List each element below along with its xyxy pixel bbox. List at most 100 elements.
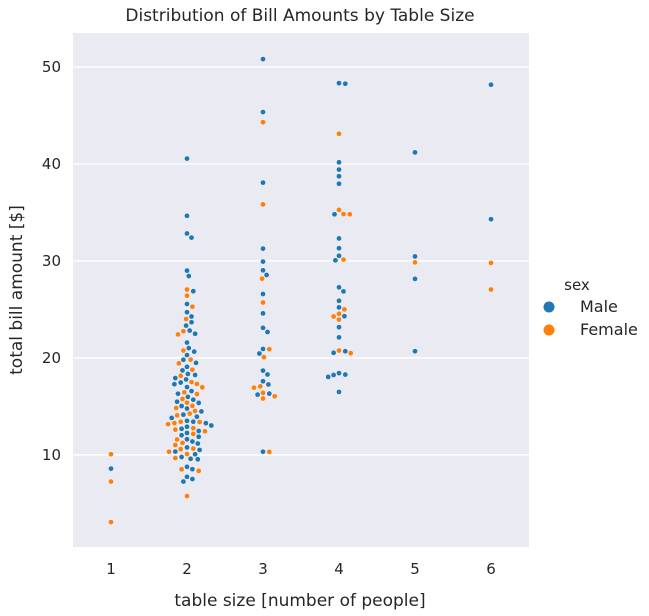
x-tick-labels: 1 2 3 4 5 6: [106, 560, 496, 578]
data-point-male: [174, 398, 180, 405]
data-point-female: [174, 436, 180, 443]
data-point-male: [184, 155, 190, 162]
data-point-male: [184, 444, 190, 451]
data-point-male: [194, 456, 201, 463]
data-point-male: [184, 352, 190, 358]
x-tick-label: 1: [106, 560, 116, 578]
data-point-male: [336, 173, 342, 180]
data-point-male: [260, 378, 266, 385]
data-point-female: [165, 421, 171, 428]
data-point-male: [340, 288, 347, 295]
data-point-female: [251, 384, 257, 391]
data-point-male: [412, 253, 418, 260]
grid-lines: [73, 66, 529, 456]
data-point-female: [266, 449, 273, 455]
data-point-female: [180, 328, 187, 335]
data-point-male: [184, 301, 190, 307]
data-point-male: [336, 80, 342, 86]
data-point-female: [488, 286, 494, 293]
data-point-female: [190, 425, 197, 431]
y-axis-label: total bill amount [$]: [7, 205, 27, 375]
data-point-male: [336, 235, 342, 242]
data-point-male: [412, 149, 418, 156]
data-point-male: [264, 329, 271, 335]
data-point-male: [184, 339, 190, 346]
data-point-female: [336, 207, 342, 213]
data-point-male: [260, 56, 266, 62]
legend: sex Male Female: [543, 276, 638, 339]
data-point-female: [260, 299, 266, 306]
data-point-female: [190, 431, 197, 437]
data-point-male: [108, 465, 114, 472]
data-point-male: [185, 394, 191, 400]
data-point-male: [186, 327, 193, 334]
data-point-female: [347, 350, 354, 356]
data-point-male: [185, 371, 191, 377]
data-point-male: [188, 313, 195, 320]
data-point-male: [188, 234, 195, 241]
data-point-male: [183, 322, 189, 329]
data-point-female: [260, 201, 266, 208]
data-point-female: [336, 316, 342, 323]
data-point-male: [260, 267, 266, 274]
data-point-female: [177, 373, 184, 379]
x-tick-label: 3: [258, 560, 268, 578]
data-point-male: [412, 348, 418, 355]
data-point-female: [340, 256, 347, 263]
data-point-female: [172, 455, 179, 461]
data-point-male: [178, 432, 185, 438]
data-point-male: [183, 376, 189, 383]
data-point-male: [198, 408, 205, 415]
data-point-female: [257, 383, 264, 390]
data-point-female: [194, 381, 200, 387]
data-point-male: [342, 371, 349, 378]
data-point-male: [195, 400, 202, 406]
chart-title: Distribution of Bill Amounts by Table Si…: [125, 6, 474, 26]
data-point-male: [172, 375, 179, 381]
data-point-female: [412, 259, 418, 266]
data-point-male: [336, 180, 342, 187]
data-point-male: [254, 391, 261, 398]
data-point-female: [340, 211, 347, 217]
data-point-female: [192, 408, 198, 414]
data-point-male: [336, 334, 342, 341]
data-point-female: [341, 306, 348, 313]
data-point-male: [184, 418, 190, 424]
data-point-male: [194, 440, 201, 447]
data-point-male: [336, 389, 342, 395]
data-point-male: [203, 420, 209, 426]
legend-label-female: Female: [580, 320, 638, 339]
data-point-male: [171, 381, 178, 387]
data-point-female: [194, 391, 200, 397]
data-point-male: [260, 109, 266, 115]
data-point-female: [181, 389, 188, 396]
data-point-male: [184, 436, 190, 443]
data-point-female: [179, 440, 186, 446]
data-point-female: [177, 446, 184, 452]
data-point-female: [173, 405, 179, 411]
x-axis-label: table size [number of people]: [174, 591, 425, 611]
data-point-female: [196, 419, 203, 425]
data-point-female: [180, 347, 187, 354]
data-point-female: [260, 389, 266, 396]
data-point-female: [177, 418, 184, 425]
data-point-female: [190, 445, 197, 452]
data-point-female: [260, 119, 266, 126]
data-point-male: [488, 81, 494, 88]
legend-title: sex: [564, 276, 590, 294]
data-point-male: [260, 448, 266, 455]
legend-marker-male: [543, 301, 555, 313]
data-point-female: [178, 466, 185, 473]
data-point-male: [179, 367, 186, 374]
data-point-male: [184, 430, 190, 436]
data-point-male: [189, 476, 196, 482]
data-point-male: [336, 304, 342, 311]
data-point-male: [191, 348, 197, 355]
data-point-male: [330, 372, 337, 378]
data-point-female: [172, 442, 179, 448]
data-point-female: [174, 412, 180, 419]
data-point-female: [202, 428, 208, 435]
data-point-male: [266, 390, 273, 397]
data-point-female: [260, 395, 266, 402]
legend-label-male: Male: [580, 297, 618, 316]
